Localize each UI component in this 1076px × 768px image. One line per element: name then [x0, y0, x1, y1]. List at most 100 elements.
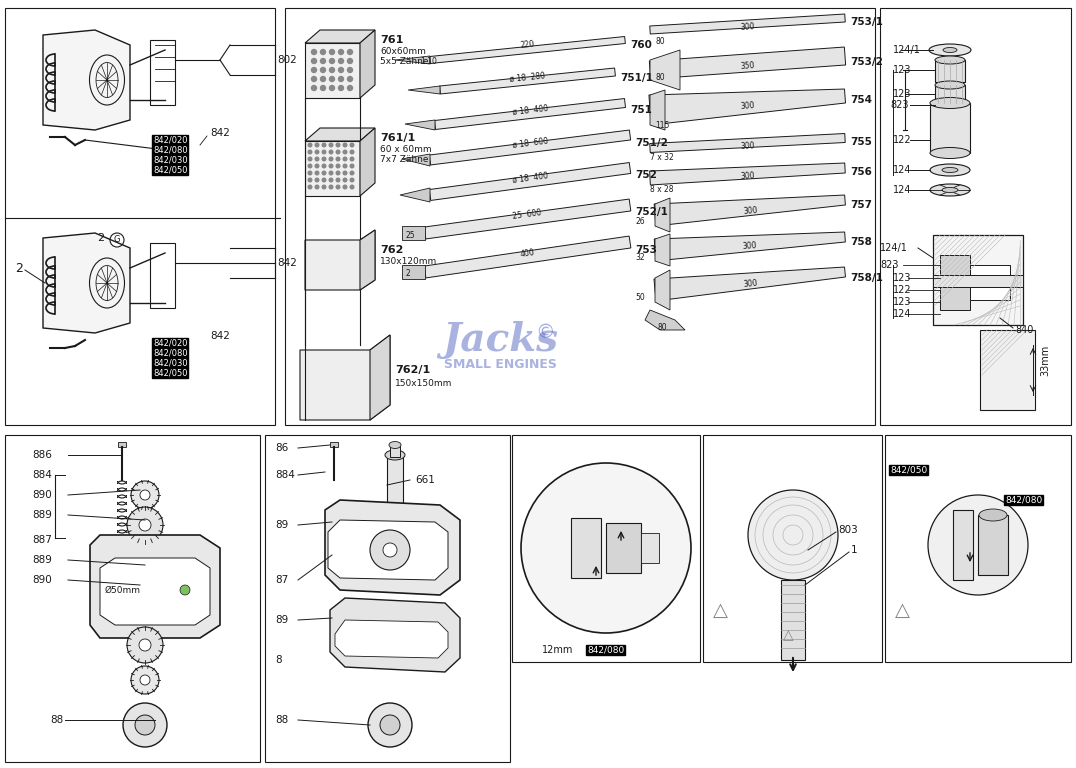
- Text: 123: 123: [893, 65, 911, 75]
- Circle shape: [127, 627, 162, 663]
- Polygon shape: [654, 195, 846, 226]
- Bar: [512, 435, 700, 662]
- Text: △: △: [895, 601, 910, 620]
- Circle shape: [322, 178, 326, 182]
- Circle shape: [322, 157, 326, 161]
- Ellipse shape: [930, 98, 969, 108]
- Bar: [390, 445, 400, 457]
- Bar: [880, 8, 1071, 425]
- Circle shape: [348, 77, 353, 81]
- Polygon shape: [402, 226, 425, 240]
- Text: 122: 122: [893, 285, 911, 295]
- Polygon shape: [655, 234, 670, 266]
- Circle shape: [336, 151, 340, 154]
- Circle shape: [343, 143, 346, 147]
- Bar: [330, 442, 338, 447]
- Text: 124: 124: [893, 185, 911, 195]
- Text: 842/020: 842/020: [153, 339, 187, 347]
- Text: 757: 757: [850, 200, 872, 210]
- Text: 842/050: 842/050: [153, 165, 187, 174]
- Bar: [980, 330, 1035, 410]
- Polygon shape: [100, 558, 210, 625]
- Circle shape: [336, 164, 340, 167]
- Text: 753/2: 753/2: [850, 57, 883, 67]
- Circle shape: [315, 171, 318, 175]
- Text: 123: 123: [893, 89, 911, 99]
- Circle shape: [140, 490, 150, 500]
- Circle shape: [343, 157, 346, 161]
- Text: 842: 842: [210, 128, 230, 138]
- Circle shape: [322, 143, 326, 147]
- Circle shape: [339, 58, 343, 64]
- Text: 889: 889: [32, 510, 52, 520]
- Polygon shape: [328, 520, 448, 580]
- Text: 80: 80: [655, 38, 665, 47]
- Circle shape: [322, 164, 326, 167]
- Ellipse shape: [935, 56, 965, 64]
- Circle shape: [308, 157, 312, 161]
- Text: 300: 300: [742, 205, 758, 216]
- Circle shape: [348, 49, 353, 55]
- Polygon shape: [654, 267, 846, 301]
- Text: 842/080: 842/080: [153, 349, 187, 357]
- Circle shape: [350, 157, 354, 161]
- Text: 2: 2: [15, 261, 23, 274]
- Circle shape: [348, 68, 353, 72]
- Circle shape: [131, 666, 159, 694]
- Bar: [606, 523, 641, 573]
- Text: 842: 842: [210, 331, 230, 341]
- Circle shape: [311, 68, 316, 72]
- Polygon shape: [43, 30, 130, 130]
- Text: 300: 300: [742, 241, 758, 251]
- Circle shape: [329, 151, 332, 154]
- Circle shape: [370, 530, 410, 570]
- Text: ©: ©: [535, 323, 554, 342]
- Circle shape: [180, 585, 190, 595]
- Polygon shape: [395, 56, 430, 64]
- Circle shape: [311, 77, 316, 81]
- Circle shape: [311, 85, 316, 91]
- Bar: [265, 435, 510, 762]
- Circle shape: [521, 463, 691, 633]
- Circle shape: [329, 49, 335, 55]
- Text: SMALL ENGINES: SMALL ENGINES: [443, 359, 556, 372]
- Text: 1: 1: [851, 545, 858, 555]
- Text: 115: 115: [655, 121, 669, 130]
- Text: 300: 300: [740, 171, 755, 181]
- Bar: [305, 43, 360, 98]
- Circle shape: [329, 143, 332, 147]
- Ellipse shape: [385, 450, 405, 460]
- Circle shape: [336, 178, 340, 182]
- Bar: [969, 265, 1010, 300]
- Circle shape: [315, 157, 318, 161]
- Polygon shape: [400, 188, 430, 202]
- Text: △: △: [783, 628, 794, 642]
- Text: 80: 80: [659, 323, 667, 333]
- Polygon shape: [655, 270, 670, 310]
- Circle shape: [329, 68, 335, 72]
- Text: 300: 300: [742, 279, 758, 290]
- Text: 2: 2: [406, 270, 411, 279]
- Polygon shape: [655, 198, 670, 232]
- Text: 758: 758: [850, 237, 872, 247]
- Ellipse shape: [930, 184, 969, 196]
- Bar: [940, 255, 969, 310]
- Polygon shape: [370, 335, 390, 420]
- Circle shape: [110, 233, 124, 247]
- Text: Ø50mm: Ø50mm: [105, 585, 141, 594]
- Text: 752: 752: [635, 170, 656, 180]
- Text: 751/2: 751/2: [635, 138, 668, 148]
- Bar: [930, 103, 969, 153]
- Text: 150x150mm: 150x150mm: [395, 379, 452, 388]
- Circle shape: [139, 519, 151, 531]
- Circle shape: [339, 77, 343, 81]
- Bar: [5, 435, 260, 762]
- Circle shape: [329, 164, 332, 167]
- Circle shape: [350, 178, 354, 182]
- Polygon shape: [330, 598, 461, 672]
- Polygon shape: [650, 134, 846, 153]
- Bar: [935, 60, 965, 82]
- Bar: [571, 518, 601, 578]
- Circle shape: [339, 49, 343, 55]
- Circle shape: [336, 157, 340, 161]
